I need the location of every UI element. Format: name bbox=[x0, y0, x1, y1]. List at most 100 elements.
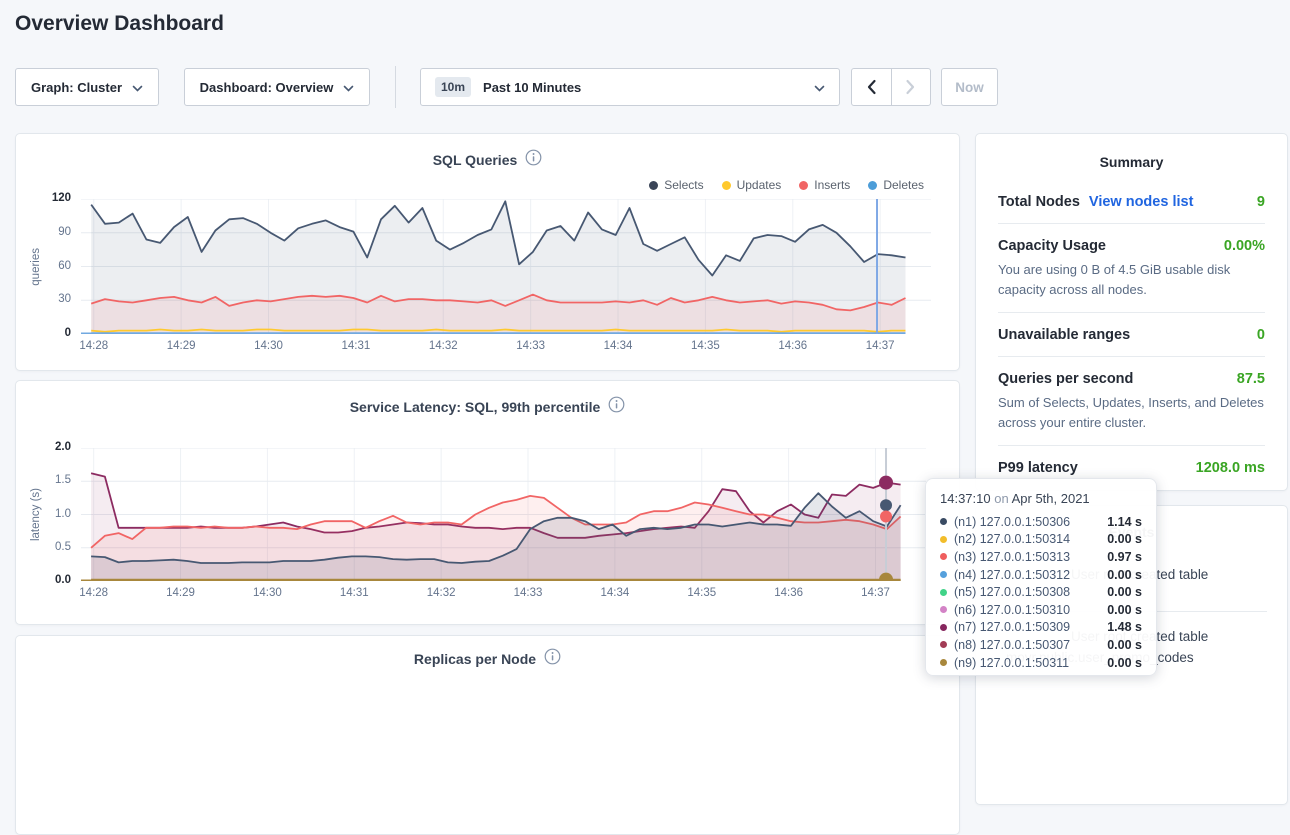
series-color-dot bbox=[940, 536, 947, 543]
view-nodes-list-link[interactable]: View nodes list bbox=[1089, 194, 1194, 210]
summary-label: Total Nodes bbox=[998, 194, 1080, 210]
x-axis-tick: 14:29 bbox=[151, 340, 211, 352]
time-range-badge: 10m bbox=[435, 77, 471, 97]
x-axis-tick: 14:36 bbox=[759, 587, 819, 599]
summary-label: P99 latency bbox=[998, 460, 1078, 476]
summary-title: Summary bbox=[976, 154, 1287, 170]
tooltip-node-label: (n1) 127.0.0.1:50306 bbox=[954, 515, 1100, 529]
service-latency-chart-panel: Service Latency: SQL, 99th percentile 0.… bbox=[15, 380, 960, 625]
series-color-dot bbox=[940, 571, 947, 578]
tooltip-node-label: (n4) 127.0.0.1:50312 bbox=[954, 568, 1100, 582]
chart-title: SQL Queries bbox=[433, 152, 518, 168]
legend-color-dot bbox=[799, 181, 808, 190]
prev-time-button[interactable] bbox=[852, 69, 891, 105]
tooltip-row: (n4) 127.0.0.1:50312 0.00 s bbox=[940, 566, 1142, 584]
x-axis-tick: 14:29 bbox=[151, 587, 211, 599]
summary-row-unavailable-ranges: Unavailable ranges 0 bbox=[998, 312, 1265, 356]
legend-item: Inserts bbox=[799, 178, 850, 192]
x-axis-tick: 14:35 bbox=[672, 587, 732, 599]
tooltip-node-label: (n6) 127.0.0.1:50310 bbox=[954, 603, 1100, 617]
x-axis-tick: 14:30 bbox=[239, 340, 299, 352]
info-icon[interactable] bbox=[525, 149, 542, 171]
toolbar-divider bbox=[395, 66, 396, 108]
summary-desc: You are using 0 B of 4.5 GiB usable disk… bbox=[998, 260, 1265, 299]
tooltip-node-label: (n7) 127.0.0.1:50309 bbox=[954, 620, 1100, 634]
graph-dropdown[interactable]: Graph: Cluster bbox=[15, 68, 159, 106]
next-time-button[interactable] bbox=[891, 69, 931, 105]
x-axis-tick: 14:30 bbox=[237, 587, 297, 599]
series-color-dot bbox=[940, 606, 947, 613]
tooltip-node-value: 0.00 s bbox=[1107, 603, 1142, 617]
series-color-dot bbox=[940, 518, 947, 525]
summary-label: Queries per second bbox=[998, 371, 1133, 387]
summary-label: Unavailable ranges bbox=[998, 327, 1130, 343]
tooltip-node-value: 0.00 s bbox=[1107, 585, 1142, 599]
latency-plot[interactable] bbox=[81, 448, 926, 581]
summary-row-capacity-usage: Capacity Usage 0.00% You are using 0 B o… bbox=[998, 223, 1265, 312]
x-axis-tick: 14:34 bbox=[585, 587, 645, 599]
chevron-left-icon bbox=[866, 79, 877, 95]
info-icon[interactable] bbox=[544, 648, 561, 670]
series-color-dot bbox=[940, 589, 947, 596]
tooltip-row: (n8) 127.0.0.1:503070.00 s bbox=[940, 636, 1142, 654]
replicas-per-node-chart-panel: Replicas per Node bbox=[15, 635, 960, 835]
tooltip-node-value: 0.97 s bbox=[1107, 550, 1142, 564]
x-axis-tick: 14:37 bbox=[850, 340, 910, 352]
chart-legend: SelectsUpdatesInsertsDeletes bbox=[649, 178, 924, 192]
x-axis-tick: 14:35 bbox=[675, 340, 735, 352]
chevron-down-icon bbox=[814, 80, 825, 95]
summary-row-total-nodes: Total Nodes View nodes list 9 bbox=[998, 180, 1265, 223]
time-pager bbox=[851, 68, 931, 106]
summary-panel: Summary Total Nodes View nodes list 9 Ca… bbox=[975, 133, 1288, 491]
chart-title: Service Latency: SQL, 99th percentile bbox=[350, 399, 601, 415]
series-color-dot bbox=[940, 659, 947, 666]
chevron-down-icon bbox=[132, 80, 143, 95]
x-axis-tick: 14:31 bbox=[326, 340, 386, 352]
chevron-down-icon bbox=[343, 80, 354, 95]
summary-row-queries-per-second: Queries per second 87.5 Sum of Selects, … bbox=[998, 356, 1265, 445]
summary-value: 9 bbox=[1257, 194, 1265, 210]
summary-label: Capacity Usage bbox=[998, 238, 1106, 254]
x-axis-tick: 14:33 bbox=[501, 340, 561, 352]
x-axis-tick: 14:28 bbox=[64, 587, 124, 599]
sql-queries-chart-panel: SQL Queries SelectsUpdatesInsertsDeletes… bbox=[15, 133, 960, 371]
x-axis-tick: 14:32 bbox=[413, 340, 473, 352]
x-axis-tick: 14:31 bbox=[324, 587, 384, 599]
x-axis-tick: 14:28 bbox=[64, 340, 124, 352]
time-range-dropdown[interactable]: 10m Past 10 Minutes bbox=[420, 68, 840, 106]
series-color-dot bbox=[940, 553, 947, 560]
tooltip-node-value: 0.00 s bbox=[1107, 532, 1142, 546]
legend-item: Selects bbox=[649, 178, 703, 192]
sql-plot[interactable] bbox=[81, 199, 931, 334]
y-axis-label: queries bbox=[28, 199, 44, 334]
summary-value: 0 bbox=[1257, 327, 1265, 343]
dashboard-dropdown[interactable]: Dashboard: Overview bbox=[184, 68, 370, 106]
tooltip-row: (n6) 127.0.0.1:50310 0.00 s bbox=[940, 601, 1142, 619]
chevron-right-icon bbox=[905, 79, 916, 95]
summary-value: 0.00% bbox=[1224, 238, 1265, 254]
tooltip-node-label: (n8) 127.0.0.1:50307 bbox=[954, 638, 1100, 652]
chart-title: Replicas per Node bbox=[414, 651, 536, 667]
tooltip-node-value: 1.14 s bbox=[1107, 515, 1142, 529]
legend-item: Deletes bbox=[868, 178, 924, 192]
tooltip-node-label: (n5) 127.0.0.1:50308 bbox=[954, 585, 1100, 599]
dashboard-dropdown-label: Dashboard: Overview bbox=[200, 80, 334, 95]
tooltip-node-label: (n2) 127.0.0.1:50314 bbox=[954, 532, 1100, 546]
tooltip-node-value: 0.00 s bbox=[1107, 568, 1142, 582]
series-color-dot bbox=[940, 624, 947, 631]
summary-value: 87.5 bbox=[1237, 371, 1265, 387]
tooltip-node-label: (n9) 127.0.0.1:50311 bbox=[954, 656, 1100, 670]
tooltip-row: (n3) 127.0.0.1:50313 0.97 s bbox=[940, 548, 1142, 566]
tooltip-node-label: (n3) 127.0.0.1:50313 bbox=[954, 550, 1100, 564]
tooltip-node-value: 1.48 s bbox=[1107, 620, 1142, 634]
summary-value: 1208.0 ms bbox=[1196, 460, 1265, 476]
tooltip-row: (n2) 127.0.0.1:50314 0.00 s bbox=[940, 531, 1142, 549]
legend-color-dot bbox=[722, 181, 731, 190]
tooltip-row: (n7) 127.0.0.1:50309 1.48 s bbox=[940, 619, 1142, 637]
x-axis-tick: 14:34 bbox=[588, 340, 648, 352]
tooltip-timestamp: 14:37:10 on Apr 5th, 2021 bbox=[940, 491, 1142, 506]
series-color-dot bbox=[940, 641, 947, 648]
now-button[interactable]: Now bbox=[941, 68, 998, 106]
time-range-label: Past 10 Minutes bbox=[483, 80, 581, 95]
info-icon[interactable] bbox=[608, 396, 625, 418]
